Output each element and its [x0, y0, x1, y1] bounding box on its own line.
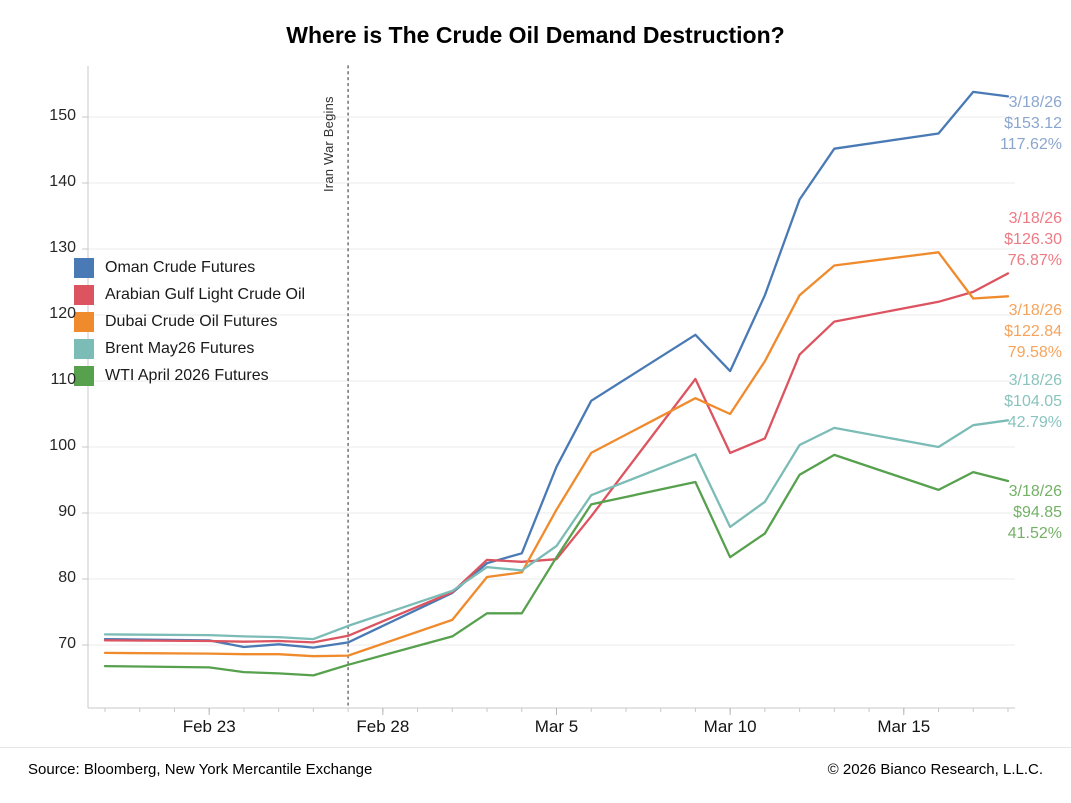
legend-item-dubai-crude-oil-futures: Dubai Crude Oil Futures — [74, 312, 305, 332]
annotation-dubai-crude-oil-futures: 3/18/26 $122.84 79.58% — [1004, 300, 1062, 363]
chart-title: Where is The Crude Oil Demand Destructio… — [286, 22, 785, 48]
y-tick-label-110: 110 — [50, 371, 76, 388]
annotation-pct-dubai-crude-oil-futures: 79.58% — [1007, 344, 1062, 361]
annotation-price-oman-crude-futures: $153.12 — [1004, 115, 1062, 132]
legend-swatch-dubai-crude-oil-futures — [74, 312, 94, 332]
annotation-date-dubai-crude-oil-futures: 3/18/26 — [1008, 302, 1062, 319]
annotation-pct-wti-april-2026-futures: 41.52% — [1007, 525, 1062, 542]
legend-item-oman-crude-futures: Oman Crude Futures — [74, 258, 305, 278]
annotation-arabian-gulf-light-crude-oil: 3/18/26 $126.30 76.87% — [1004, 208, 1062, 271]
legend-label-wti-april-2026-futures: WTI April 2026 Futures — [105, 367, 269, 384]
y-tick-label-80: 80 — [58, 569, 76, 586]
x-tick-label-mar-5: Mar 5 — [534, 717, 579, 736]
legend-label-brent-may26-futures: Brent May26 Futures — [105, 340, 255, 357]
source-text: Source: Bloomberg, New York Mercantile E… — [28, 761, 373, 778]
event-line-label: Iran War Begins — [321, 96, 336, 192]
legend-item-brent-may26-futures: Brent May26 Futures — [74, 339, 305, 359]
annotation-wti-april-2026-futures: 3/18/26 $94.85 41.52% — [1008, 481, 1062, 544]
y-tick-label-70: 70 — [58, 635, 76, 652]
annotation-pct-arabian-gulf-light-crude-oil: 76.87% — [1007, 252, 1062, 269]
annotation-price-arabian-gulf-light-crude-oil: $126.30 — [1004, 231, 1062, 248]
x-tick-label-feb-23: Feb 23 — [182, 717, 236, 736]
annotation-brent-may26-futures: 3/18/26 $104.05 42.79% — [1004, 370, 1062, 433]
series-line-dubai-crude-oil-futures — [103, 251, 1010, 658]
legend-label-dubai-crude-oil-futures: Dubai Crude Oil Futures — [105, 313, 278, 330]
x-tick-label-mar-15: Mar 15 — [877, 717, 931, 736]
legend-label-oman-crude-futures: Oman Crude Futures — [105, 259, 256, 276]
series-line-brent-may26-futures — [103, 419, 1010, 641]
annotation-date-arabian-gulf-light-crude-oil: 3/18/26 — [1008, 210, 1062, 227]
x-tick-label-feb-28: Feb 28 — [356, 717, 410, 736]
x-tick-label-mar-10: Mar 10 — [703, 717, 757, 736]
copyright-text: © 2026 Bianco Research, L.L.C. — [827, 761, 1043, 778]
legend-swatch-wti-april-2026-futures — [74, 366, 94, 386]
annotation-date-brent-may26-futures: 3/18/26 — [1008, 372, 1062, 389]
legend-swatch-oman-crude-futures — [74, 258, 94, 278]
y-tick-label-100: 100 — [49, 437, 76, 454]
legend-swatch-arabian-gulf-light-crude-oil — [74, 285, 94, 305]
annotation-pct-oman-crude-futures: 117.62% — [1000, 136, 1062, 153]
y-tick-label-120: 120 — [49, 305, 76, 322]
legend-item-arabian-gulf-light-crude-oil: Arabian Gulf Light Crude Oil — [74, 285, 305, 305]
series-line-wti-april-2026-futures — [103, 453, 1010, 677]
annotation-price-wti-april-2026-futures: $94.85 — [1013, 504, 1062, 521]
legend-swatch-brent-may26-futures — [74, 339, 94, 359]
y-tick-label-140: 140 — [49, 173, 76, 190]
annotation-price-dubai-crude-oil-futures: $122.84 — [1004, 323, 1062, 340]
series-line-oman-crude-futures — [103, 90, 1010, 649]
y-tick-label-90: 90 — [58, 503, 76, 520]
y-tick-label-150: 150 — [49, 107, 76, 124]
annotation-date-wti-april-2026-futures: 3/18/26 — [1008, 483, 1062, 500]
legend-item-wti-april-2026-futures: WTI April 2026 Futures — [74, 366, 305, 386]
y-tick-label-130: 130 — [49, 239, 76, 256]
annotation-oman-crude-futures: 3/18/26 $153.12 117.62% — [1000, 92, 1062, 155]
annotation-pct-brent-may26-futures: 42.79% — [1007, 414, 1062, 431]
footer-divider — [0, 747, 1071, 748]
annotation-date-oman-crude-futures: 3/18/26 — [1008, 94, 1062, 111]
chart-legend: Oman Crude Futures Arabian Gulf Light Cru… — [74, 258, 305, 386]
annotation-price-brent-may26-futures: $104.05 — [1004, 393, 1062, 410]
legend-label-arabian-gulf-light-crude-oil: Arabian Gulf Light Crude Oil — [105, 286, 306, 303]
